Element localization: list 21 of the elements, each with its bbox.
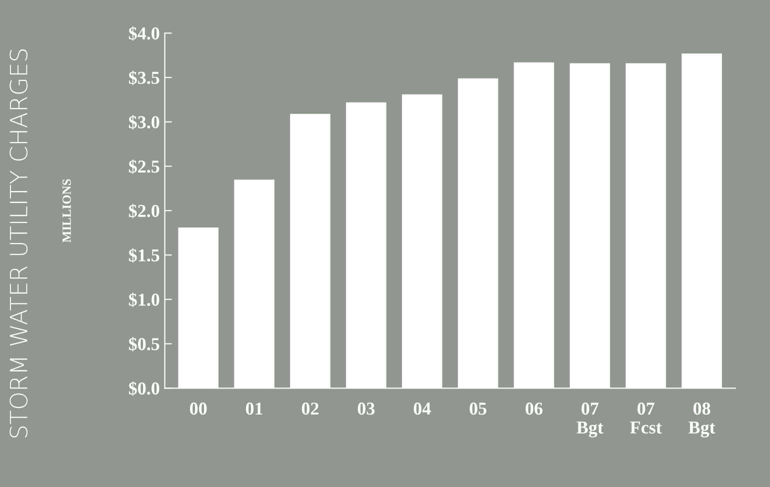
y-tick-label: $0.5 [128, 336, 160, 352]
x-tick-label: 07 Fcst [630, 402, 662, 434]
x-tick-label: 06 [526, 402, 542, 415]
y-tick-label: $2.0 [128, 204, 160, 218]
y-tick-label: $1.0 [128, 292, 160, 308]
text: STORM WATER UTILITY CHARGES [10, 49, 28, 438]
y-tick-label: $1.5 [128, 248, 160, 263]
y-tick-label: $4.0 [128, 26, 160, 41]
x-tick-label: 04 [414, 402, 431, 415]
x-tick-label: 03 [358, 402, 375, 415]
x-tick-label: 00 [190, 402, 207, 415]
x-tick-label: 05 [470, 402, 486, 415]
x-tick-label: 02 [302, 402, 318, 415]
y-tick-label: $3.0 [128, 115, 160, 130]
y-axis-title: MILLIONS [62, 179, 71, 242]
y-tick-label: $2.5 [128, 159, 160, 174]
y-tick-label: $0.0 [128, 381, 160, 396]
x-tick-label: 07 Bgt [576, 402, 604, 438]
x-tick-label: 01 [246, 402, 262, 415]
x-tick-label: 08 Bgt [688, 402, 716, 438]
y-tick-label: $3.5 [128, 70, 160, 86]
